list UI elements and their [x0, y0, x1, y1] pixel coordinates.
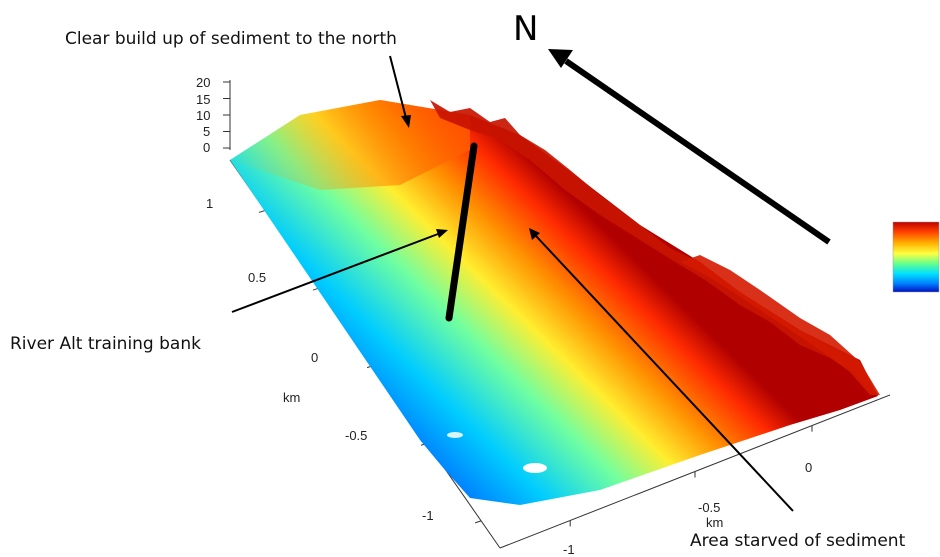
x-tick-marks: [569, 425, 813, 527]
tick-mark: [474, 520, 482, 524]
x-tick-label: -1: [563, 542, 575, 557]
y-tick-labels: 1 0.5 0 -0.5 -1: [206, 196, 434, 523]
bathymetry-surface: [230, 100, 880, 505]
z-tick-marks: [223, 81, 230, 149]
x-axis-label: km: [706, 515, 723, 530]
annotation-arrows: [231, 49, 831, 512]
build-up-annotation: Clear build up of sediment to the north: [65, 29, 397, 49]
training-bank-annotation: River Alt training bank: [10, 334, 201, 354]
starved-annotation: Area starved of sediment: [690, 531, 906, 551]
z-tick-label: 5: [203, 124, 210, 139]
y-tick-label: 0: [311, 350, 318, 365]
y-tick-label: -0.5: [345, 428, 367, 443]
training-bank-line: [445, 142, 478, 322]
y-tick-label: 1: [206, 196, 213, 211]
north-label: N: [513, 9, 538, 49]
z-tick-label: 10: [196, 108, 210, 123]
y-axis-label: km: [283, 390, 300, 405]
z-tick-label: 20: [196, 75, 210, 90]
z-tick-label: 15: [196, 92, 210, 107]
z-tick-label: 0: [203, 140, 210, 155]
x-tick-label: -0.5: [698, 500, 720, 515]
colorbar: [892, 221, 940, 293]
x-tick-labels: 0 -0.5 -1: [563, 460, 812, 557]
z-tick-labels: 20 15 10 5 0: [196, 75, 210, 155]
tick-mark: [258, 209, 266, 213]
y-tick-label: 0.5: [248, 270, 266, 285]
x-tick-label: 0: [805, 460, 812, 475]
y-tick-label: -1: [422, 508, 434, 523]
